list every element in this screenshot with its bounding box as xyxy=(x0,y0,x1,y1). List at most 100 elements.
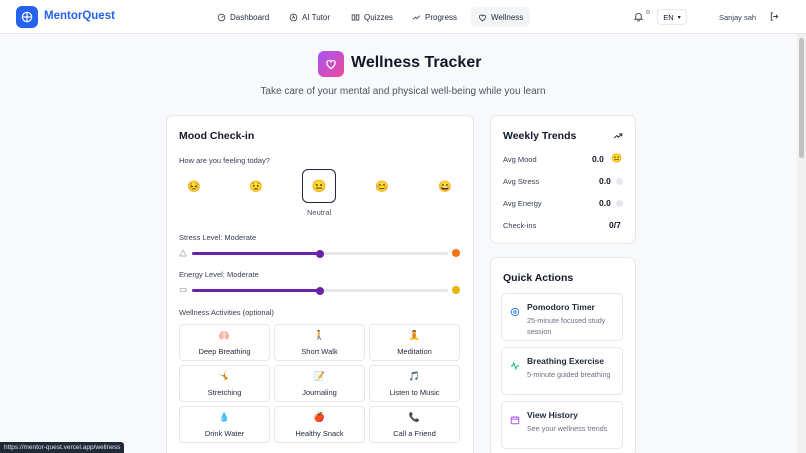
stress-slider-fill xyxy=(192,252,320,255)
trend-label: Avg Mood xyxy=(503,155,537,164)
mood-option-very-sad[interactable]: 😣 xyxy=(187,180,201,193)
selected-mood-label: Neutral xyxy=(307,208,332,217)
energy-slider[interactable] xyxy=(192,286,448,295)
book-icon xyxy=(351,14,360,20)
energy-indicator-dot xyxy=(452,286,460,294)
nav-ai-tutor[interactable]: AI Tutor xyxy=(282,7,337,27)
heart-icon xyxy=(479,14,486,21)
activity-journaling[interactable]: 📝 Journaling xyxy=(274,365,365,402)
user-name[interactable]: Sanjay sah xyxy=(719,13,757,22)
trend-avg-mood: Avg Mood xyxy=(503,155,623,164)
timer-icon xyxy=(510,307,520,317)
trend-label: Avg Energy xyxy=(503,199,542,208)
weekly-trends-card xyxy=(490,115,636,244)
trending-up-icon xyxy=(613,133,623,139)
water-drop-icon: 💧 xyxy=(218,412,231,422)
activity-short-walk[interactable]: 🚶 Short Walk xyxy=(274,324,365,361)
nav-quizzes[interactable]: Quizzes xyxy=(344,7,400,27)
activity-label: Call a Friend xyxy=(393,429,436,438)
lungs-icon: 🫁 xyxy=(218,330,231,340)
nav-label: Progress xyxy=(425,12,458,22)
brain-logo-icon[interactable] xyxy=(16,6,38,28)
page-subtitle: Take care of your mental and physical we… xyxy=(260,86,546,97)
activity-listen-music[interactable]: 🎵 Listen to Music xyxy=(369,365,460,402)
nav-label: Quizzes xyxy=(364,12,393,22)
pomodoro-timer-button[interactable]: Pomodoro Timer 25-minute focused study s… xyxy=(501,293,623,341)
apple-icon: 🍎 xyxy=(313,412,326,422)
language-select[interactable]: EN ▾ xyxy=(657,9,687,25)
activity-meditation[interactable]: 🧘 Meditation xyxy=(369,324,460,361)
battery-icon xyxy=(179,288,187,292)
activity-label: Deep Breathing xyxy=(198,347,251,356)
mood-option-neutral[interactable]: 😐 xyxy=(302,169,336,203)
nav-wellness[interactable]: Wellness xyxy=(471,7,531,27)
trend-label: Check-ins xyxy=(503,221,537,230)
mood-question: How are you feeling today? xyxy=(179,156,270,165)
mood-card-title: Mood Check-in xyxy=(179,130,255,142)
breathing-exercise-button[interactable]: Breathing Exercise 5-minute guided breat… xyxy=(501,347,623,395)
mood-option-sad[interactable]: 😟 xyxy=(249,180,263,193)
phone-icon: 📞 xyxy=(408,412,421,422)
ai-icon xyxy=(289,13,298,21)
nav-progress[interactable]: Progress xyxy=(405,7,464,27)
activity-healthy-snack[interactable]: 🍎 Healthy Snack xyxy=(274,406,365,443)
qa-desc: See your wellness trends xyxy=(527,424,608,433)
scrollbar-thumb[interactable] xyxy=(799,38,804,158)
chevron-down-icon: ▾ xyxy=(677,14,681,21)
top-nav-bar: MentorQuest Dashboard AI Tutor Quizzes P… xyxy=(0,0,806,34)
stress-slider[interactable] xyxy=(192,249,448,258)
stress-status-dot xyxy=(616,178,623,185)
music-icon: 🎵 xyxy=(408,371,421,381)
activity-label: Journaling xyxy=(302,388,337,397)
quick-actions-title: Quick Actions xyxy=(503,272,574,284)
activity-stretching[interactable]: 🤸 Stretching xyxy=(179,365,270,402)
warning-icon xyxy=(179,249,187,257)
trend-value: 0.0 xyxy=(592,154,604,164)
mood-option-very-happy[interactable]: 😄 xyxy=(438,180,452,193)
page-title: Wellness Tracker xyxy=(351,54,482,71)
status-bar-url: https://mentor-quest.vercel.app/wellness xyxy=(0,442,125,453)
heart-icon xyxy=(318,51,344,77)
journal-icon: 📝 xyxy=(313,371,326,381)
qa-title: Breathing Exercise xyxy=(527,356,605,366)
logout-icon[interactable] xyxy=(769,11,780,22)
trend-icon xyxy=(412,14,421,20)
stretching-icon: 🤸 xyxy=(218,371,231,381)
notification-dot xyxy=(646,10,650,14)
language-value: EN xyxy=(663,12,674,22)
nav-label: AI Tutor xyxy=(302,12,331,22)
activity-drink-water[interactable]: 💧 Drink Water xyxy=(179,406,270,443)
energy-label: Energy Level: Moderate xyxy=(179,270,259,279)
stress-indicator-dot xyxy=(452,249,460,257)
stress-slider-thumb[interactable] xyxy=(316,249,324,258)
activities-label: Wellness Activities (optional) xyxy=(179,308,274,317)
neutral-emoji-icon: 😐 xyxy=(611,153,623,163)
nav-dashboard[interactable]: Dashboard xyxy=(210,7,276,27)
nav-label: Dashboard xyxy=(230,12,270,22)
trends-title: Weekly Trends xyxy=(503,130,577,142)
mood-option-happy[interactable]: 😊 xyxy=(375,180,389,193)
nav-label: Wellness xyxy=(491,12,524,22)
trend-value: 0/7 xyxy=(609,220,621,230)
energy-status-dot xyxy=(616,200,623,207)
scrollbar[interactable] xyxy=(797,34,806,453)
activity-call-friend[interactable]: 📞 Call a Friend xyxy=(369,406,460,443)
activity-deep-breathing[interactable]: 🫁 Deep Breathing xyxy=(179,324,270,361)
activity-label: Stretching xyxy=(207,388,242,397)
energy-slider-thumb[interactable] xyxy=(316,286,324,295)
view-history-button[interactable]: View History See your wellness trends xyxy=(501,401,623,449)
trend-avg-stress: Avg Stress xyxy=(503,177,623,186)
dashboard-icon xyxy=(217,13,226,21)
calendar-icon xyxy=(510,416,520,425)
walking-icon: 🚶 xyxy=(313,330,326,340)
qa-title: View History xyxy=(527,410,578,420)
app-name[interactable]: MentorQuest xyxy=(44,10,115,22)
trend-label: Avg Stress xyxy=(503,177,540,186)
activity-pulse-icon xyxy=(510,361,520,371)
trend-value: 0.0 xyxy=(599,198,611,208)
energy-slider-fill xyxy=(192,289,320,292)
qa-desc: 25-minute focused study session xyxy=(527,316,606,336)
activity-label: Listen to Music xyxy=(389,388,440,397)
bell-icon[interactable] xyxy=(633,11,644,22)
activity-label: Healthy Snack xyxy=(295,429,344,438)
